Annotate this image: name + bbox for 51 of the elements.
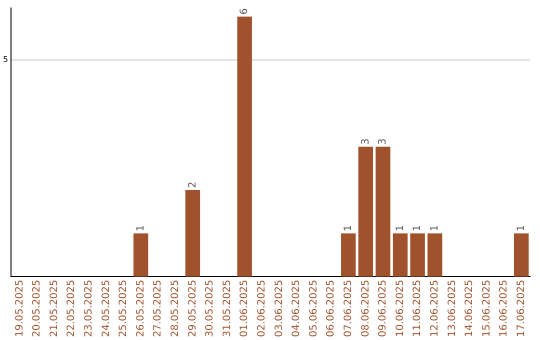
data-label: 2: [187, 182, 198, 188]
x-tick-label: 02.06.2025: [256, 280, 268, 338]
x-tick-label: 09.06.2025: [378, 280, 389, 338]
data-label: 1: [394, 225, 406, 232]
bar: [376, 146, 390, 277]
x-tick-label: 25.05.2025: [118, 280, 130, 338]
x-tick-label: 05.06.2025: [308, 280, 320, 338]
x-tick-label: 23.05.2025: [84, 280, 95, 338]
x-tick-label: 30.05.2025: [204, 280, 216, 338]
x-tick-label: 08.06.2025: [360, 280, 372, 338]
data-label: 3: [360, 138, 372, 145]
x-tick-label: 17.06.2025: [516, 280, 527, 338]
x-tick-label: 15.06.2025: [481, 280, 492, 338]
data-label: 3: [378, 138, 389, 145]
x-tick-label: 04.06.2025: [291, 280, 302, 338]
bar: [237, 16, 252, 277]
x-tick-label: 19.05.2025: [14, 280, 26, 338]
data-label: 1: [135, 225, 146, 232]
bar: [514, 233, 529, 277]
x-tick-label: 22.05.2025: [66, 280, 78, 338]
x-tick-label: 14.06.2025: [464, 280, 476, 338]
x-tick-label: 27.05.2025: [152, 280, 164, 338]
bar: [392, 233, 408, 277]
x-tick-label: 20.05.2025: [32, 280, 43, 338]
bar: [133, 233, 148, 277]
x-tick-label: 12.06.2025: [429, 280, 440, 338]
x-tick-label: 26.05.2025: [135, 280, 146, 338]
bar: [410, 233, 425, 277]
data-label: 1: [429, 225, 440, 232]
x-tick-label: 06.06.2025: [326, 280, 337, 338]
bar: [341, 233, 356, 277]
x-tick-label: 03.06.2025: [274, 280, 285, 338]
bar: [358, 146, 374, 277]
x-tick-label: 11.06.2025: [412, 280, 424, 338]
x-tick-label: 10.06.2025: [394, 280, 406, 338]
y-tick-label: 5: [2, 55, 8, 64]
x-tick-label: 07.06.2025: [342, 280, 354, 338]
data-label: 1: [516, 225, 527, 232]
x-tick-label: 13.06.2025: [446, 280, 458, 338]
bar: [185, 190, 200, 277]
data-label: 6: [239, 8, 250, 15]
data-label: 1: [342, 225, 354, 232]
x-tick-label: 16.06.2025: [498, 280, 510, 338]
x-tick-label: 01.06.2025: [239, 280, 250, 338]
x-tick-label: 31.05.2025: [222, 280, 233, 338]
bar: [428, 233, 442, 277]
x-tick-label: 28.05.2025: [170, 280, 182, 338]
x-tick-label: 24.05.2025: [100, 280, 112, 338]
x-tick-label: 29.05.2025: [187, 280, 198, 338]
x-tick-label: 21.05.2025: [48, 280, 60, 338]
data-label: 1: [412, 225, 424, 232]
